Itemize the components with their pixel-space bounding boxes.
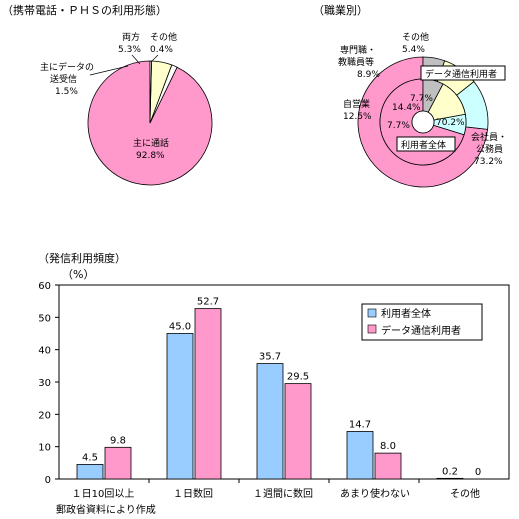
outer-ring-callout-box <box>420 65 506 81</box>
occupation-center-hole <box>411 110 435 134</box>
bar-category-label: １週間に数回 <box>253 487 313 500</box>
y-tick-label: 50 <box>38 313 51 324</box>
usage-slice-label-call: 主に通話 <box>133 137 169 149</box>
bar-all-users <box>76 464 104 480</box>
usage-slice-value-data: 1.5% <box>55 87 78 97</box>
bar-value-label: 9.8 <box>110 435 126 446</box>
bar-value-label: 4.5 <box>82 452 98 463</box>
occupation-outer-label-self: 自営業 <box>343 98 370 110</box>
bar-data-users <box>284 383 312 480</box>
bar-legend-swatch-all <box>367 308 377 318</box>
bar-category-label: あまり使わない <box>340 487 410 500</box>
y-tick-label: 0 <box>45 475 51 486</box>
bar-all-users <box>166 333 194 480</box>
usage-slice-value-call: 92.8% <box>136 151 165 161</box>
bar-legend-swatch-data <box>367 324 377 334</box>
bar-value-label: 52.7 <box>197 297 219 308</box>
occupation-outer-value-professional: 8.9% <box>357 70 380 80</box>
bar-value-label: 0.2 <box>442 466 458 477</box>
bar-data-users <box>374 452 402 480</box>
bar-value-label: 35.7 <box>259 352 281 363</box>
occupation-outer-label-other: その他 <box>402 31 429 43</box>
inner-ring-callout-box <box>396 136 456 152</box>
bar-value-label: 29.5 <box>287 372 309 383</box>
occupation-outer-label-professional-line2: 教職員等 <box>338 56 374 68</box>
bar-all-users <box>346 431 374 480</box>
usage-slice-label-data-line2: 送受信 <box>50 73 77 85</box>
y-tick-label: 20 <box>38 410 51 421</box>
usage-slice-label-data-line1: 主にデータの <box>40 61 94 73</box>
occupation-outer-label-professional-line1: 専門職・ <box>340 44 376 56</box>
bar-all-users <box>436 477 464 480</box>
bar-category-label: その他 <box>450 487 480 500</box>
occupation-outer-label-employee-line2: 公務員 <box>476 143 503 155</box>
inner-ring-callout-label: 利用者全体 <box>401 139 446 151</box>
usage-slice-value-both: 5.3% <box>118 45 141 55</box>
occupation-inner-value-other: 7.7% <box>410 94 433 104</box>
occupation-outer-value-self: 12.5% <box>343 112 372 122</box>
frequency-ylabel: （%） <box>62 268 94 281</box>
usage-slice-label-both: 両方 <box>122 31 140 43</box>
bar-legend-box <box>361 303 483 341</box>
usage-slice-label-other: その他 <box>150 31 177 43</box>
occupation-pie-title: （職業別） <box>313 4 368 17</box>
y-tick-label: 10 <box>38 443 51 454</box>
occupation-outer-value-other: 5.4% <box>402 45 425 55</box>
frequency-chart-title: （発信利用頻度） <box>38 251 126 265</box>
occupation-inner-value-professional: 14.4% <box>392 103 421 113</box>
occupation-outer-label-employee-line1: 会社員・ <box>471 131 507 143</box>
bar-data-users <box>194 308 222 480</box>
usage-slice-value-other: 0.4% <box>150 45 173 55</box>
bar-value-label: 8.0 <box>380 441 396 452</box>
bar-legend-label-all: 利用者全体 <box>381 307 431 320</box>
usage-leader-line <box>131 54 141 65</box>
occupation-inner-value-employee: 70.2% <box>436 118 465 128</box>
bar-data-users <box>104 446 132 480</box>
outer-ring-callout-label: データ通信利用者 <box>425 68 497 80</box>
source-note: 郵政省資料により作成 <box>56 503 156 516</box>
usage-leader-line <box>89 65 129 76</box>
usage-leader-line <box>150 54 159 63</box>
y-tick-label: 40 <box>38 346 51 357</box>
bar-legend-label-data: データ通信利用者 <box>381 324 461 337</box>
bar-all-users <box>256 363 284 480</box>
bar-value-label: 0 <box>475 467 481 478</box>
bar-value-label: 45.0 <box>169 322 191 333</box>
y-tick-label: 60 <box>38 281 51 292</box>
y-tick-label: 30 <box>38 378 51 389</box>
bar-category-label: １日数回 <box>173 487 213 500</box>
occupation-outer-value-employee: 73.2% <box>474 157 503 167</box>
occupation-inner-value-self: 7.7% <box>387 121 410 131</box>
usage-pie-title: （携帯電話・ＰＨＳの利用形態） <box>2 3 167 17</box>
bar-category-label: １日10回以上 <box>72 488 135 500</box>
bar-value-label: 14.7 <box>349 419 371 430</box>
